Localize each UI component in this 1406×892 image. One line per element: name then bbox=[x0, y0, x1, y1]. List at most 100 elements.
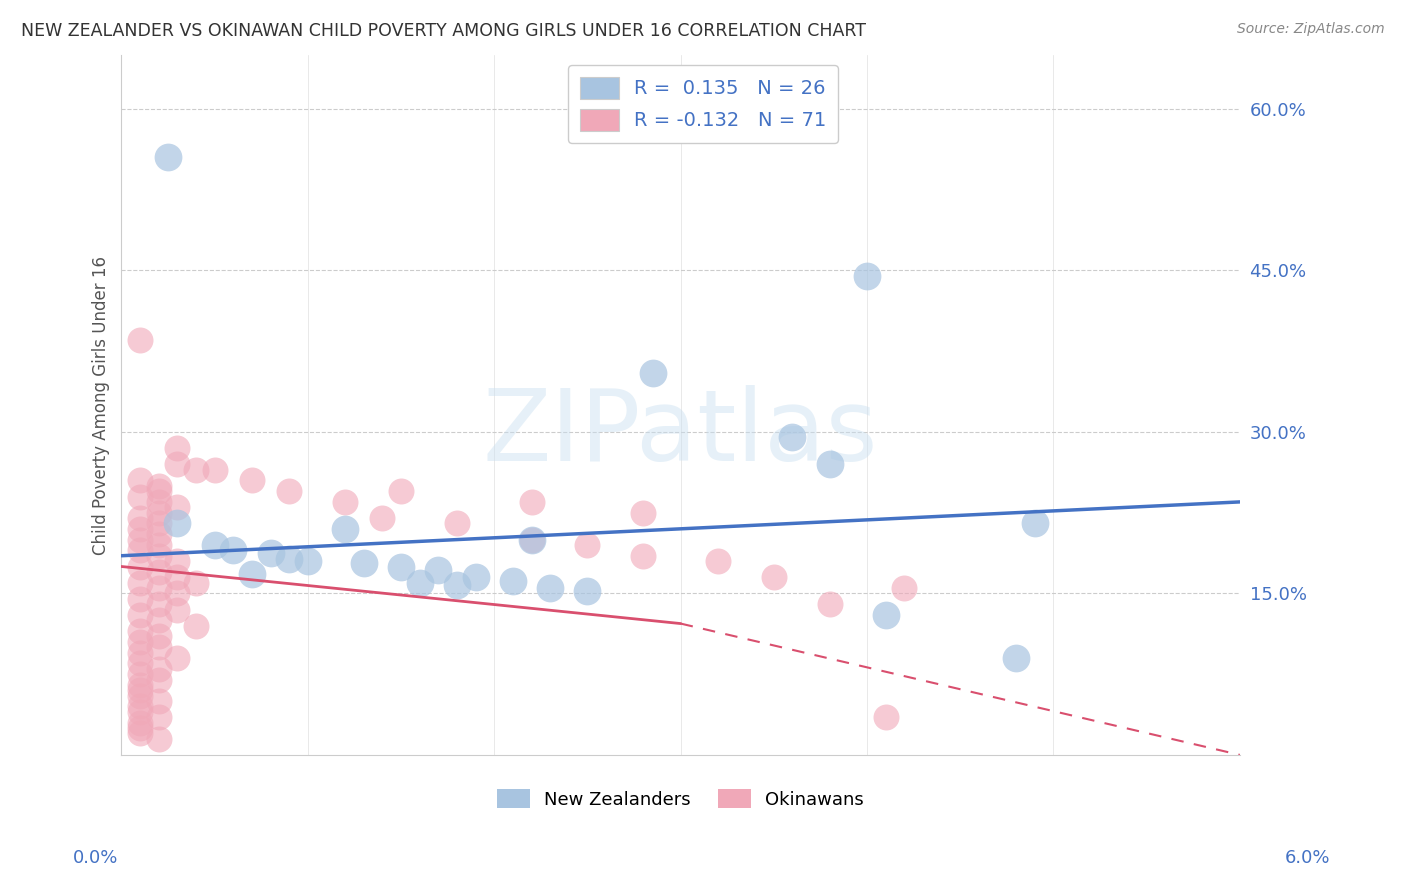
Point bbox=[129, 705, 152, 719]
Point bbox=[222, 543, 245, 558]
Point bbox=[333, 495, 356, 509]
Point bbox=[148, 516, 170, 531]
Point bbox=[129, 575, 152, 590]
Point bbox=[129, 522, 152, 536]
Point bbox=[446, 516, 468, 531]
Point bbox=[148, 527, 170, 541]
Point bbox=[129, 511, 152, 525]
Point bbox=[129, 683, 152, 698]
Point bbox=[129, 334, 152, 348]
Point bbox=[166, 651, 188, 665]
Point bbox=[129, 559, 152, 574]
Point bbox=[1024, 516, 1046, 531]
Point bbox=[129, 474, 152, 488]
Point bbox=[427, 563, 450, 577]
Point bbox=[148, 549, 170, 563]
Point bbox=[129, 490, 152, 504]
Point bbox=[129, 657, 152, 671]
Point bbox=[166, 586, 188, 600]
Point bbox=[297, 554, 319, 568]
Text: NEW ZEALANDER VS OKINAWAN CHILD POVERTY AMONG GIRLS UNDER 16 CORRELATION CHART: NEW ZEALANDER VS OKINAWAN CHILD POVERTY … bbox=[21, 22, 866, 40]
Point bbox=[184, 618, 207, 632]
Point bbox=[389, 559, 412, 574]
Point bbox=[129, 635, 152, 649]
Point bbox=[148, 630, 170, 644]
Text: 6.0%: 6.0% bbox=[1285, 849, 1330, 867]
Point bbox=[818, 597, 841, 611]
Text: ZIPatlas: ZIPatlas bbox=[482, 384, 879, 482]
Point bbox=[166, 457, 188, 471]
Point bbox=[762, 570, 785, 584]
Point bbox=[129, 624, 152, 639]
Point bbox=[446, 578, 468, 592]
Point bbox=[893, 581, 915, 595]
Point bbox=[148, 506, 170, 520]
Point bbox=[129, 533, 152, 547]
Point bbox=[520, 495, 543, 509]
Y-axis label: Child Poverty Among Girls Under 16: Child Poverty Among Girls Under 16 bbox=[93, 255, 110, 555]
Point bbox=[148, 484, 170, 499]
Text: Source: ZipAtlas.com: Source: ZipAtlas.com bbox=[1237, 22, 1385, 37]
Point bbox=[129, 726, 152, 740]
Point bbox=[464, 570, 486, 584]
Point bbox=[204, 462, 226, 476]
Point bbox=[148, 640, 170, 655]
Point bbox=[576, 584, 599, 599]
Point bbox=[538, 581, 561, 595]
Point bbox=[875, 607, 897, 622]
Point bbox=[641, 366, 664, 380]
Point bbox=[166, 516, 188, 531]
Point bbox=[129, 678, 152, 692]
Point bbox=[129, 667, 152, 681]
Point bbox=[576, 538, 599, 552]
Point bbox=[148, 597, 170, 611]
Point bbox=[278, 484, 301, 499]
Point bbox=[707, 554, 730, 568]
Point bbox=[166, 500, 188, 515]
Point bbox=[166, 570, 188, 584]
Point bbox=[502, 574, 524, 588]
Point bbox=[1005, 651, 1028, 665]
Point bbox=[259, 545, 281, 559]
Point bbox=[520, 533, 543, 547]
Point bbox=[371, 511, 394, 525]
Point bbox=[184, 575, 207, 590]
Point bbox=[148, 662, 170, 676]
Point bbox=[148, 479, 170, 493]
Point bbox=[633, 506, 655, 520]
Point bbox=[157, 150, 180, 164]
Point bbox=[148, 673, 170, 687]
Point bbox=[166, 441, 188, 455]
Point bbox=[148, 710, 170, 724]
Point bbox=[129, 689, 152, 703]
Point bbox=[856, 268, 879, 283]
Point bbox=[520, 533, 543, 547]
Point bbox=[333, 522, 356, 536]
Point bbox=[148, 565, 170, 579]
Point bbox=[389, 484, 412, 499]
Point bbox=[875, 710, 897, 724]
Point bbox=[782, 430, 804, 444]
Point bbox=[148, 731, 170, 746]
Point bbox=[240, 567, 263, 582]
Point bbox=[633, 549, 655, 563]
Point bbox=[148, 613, 170, 627]
Point bbox=[166, 602, 188, 616]
Point bbox=[129, 715, 152, 730]
Point bbox=[129, 699, 152, 714]
Point bbox=[204, 538, 226, 552]
Point bbox=[240, 474, 263, 488]
Point bbox=[184, 462, 207, 476]
Point bbox=[408, 575, 430, 590]
Text: 0.0%: 0.0% bbox=[73, 849, 118, 867]
Point bbox=[129, 543, 152, 558]
Point bbox=[148, 694, 170, 708]
Point bbox=[129, 721, 152, 735]
Point bbox=[148, 495, 170, 509]
Legend: New Zealanders, Okinawans: New Zealanders, Okinawans bbox=[491, 782, 870, 816]
Point bbox=[148, 581, 170, 595]
Point bbox=[818, 457, 841, 471]
Point bbox=[353, 556, 375, 570]
Point bbox=[278, 552, 301, 566]
Point bbox=[166, 554, 188, 568]
